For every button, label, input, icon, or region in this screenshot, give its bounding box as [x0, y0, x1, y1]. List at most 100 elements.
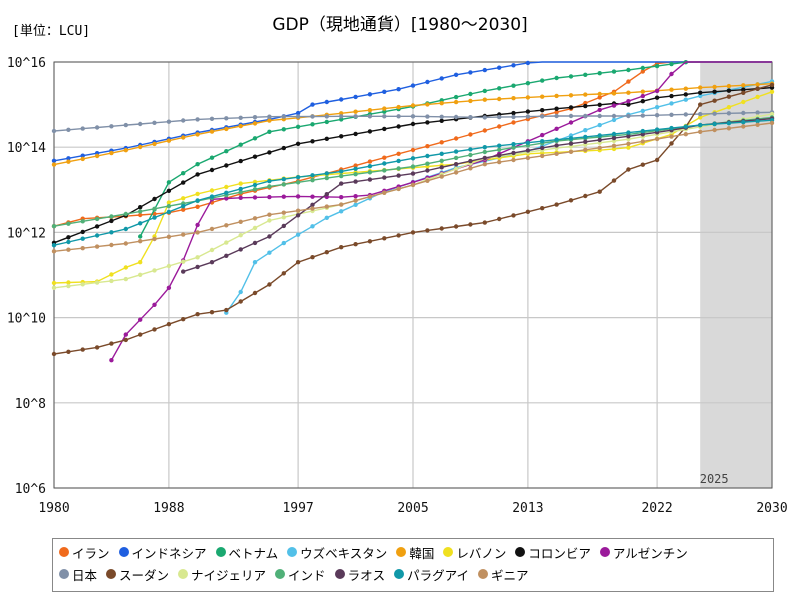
- data-point: [324, 171, 329, 176]
- data-point: [525, 209, 531, 214]
- data-point: [382, 89, 387, 95]
- data-point: [640, 69, 645, 74]
- data-point: [295, 124, 301, 129]
- legend-item: イラン: [59, 543, 110, 562]
- data-point: [741, 124, 746, 129]
- data-point: [166, 188, 172, 193]
- data-point: [525, 95, 531, 100]
- data-point: [396, 173, 401, 178]
- data-point: [554, 126, 559, 131]
- data-point: [741, 83, 746, 88]
- data-point: [712, 111, 717, 116]
- data-point: [497, 65, 502, 70]
- data-point: [209, 129, 215, 134]
- data-point: [698, 111, 703, 117]
- data-point: [698, 129, 703, 134]
- data-point: [166, 285, 172, 290]
- data-point: [51, 249, 57, 254]
- data-point: [640, 132, 645, 137]
- data-point: [94, 233, 100, 238]
- data-point: [626, 90, 631, 95]
- plot-border: [53, 61, 773, 489]
- data-point: [138, 121, 143, 127]
- data-point: [281, 240, 286, 246]
- data-point: [353, 242, 358, 247]
- data-point: [123, 211, 128, 217]
- data-point: [324, 136, 329, 141]
- data-point: [583, 147, 588, 152]
- unit-label: [単位：LCU]: [12, 23, 90, 39]
- legend: イラン インドネシア ベトナム ウズベキスタン 韓国 レバノン コロンビア アルゼンチン 日本 ス…: [52, 538, 774, 592]
- x-tick-label: 2022: [641, 501, 672, 516]
- data-point: [597, 145, 602, 150]
- data-point: [396, 151, 401, 156]
- legend-item: インドネシア: [118, 543, 207, 562]
- data-point: [138, 332, 143, 337]
- data-point: [181, 135, 186, 140]
- data-point: [410, 171, 416, 176]
- data-point: [654, 95, 660, 100]
- data-point: [80, 156, 85, 162]
- data-point: [195, 230, 200, 235]
- data-point: [540, 132, 545, 138]
- data-point: [238, 123, 243, 129]
- data-point: [51, 128, 57, 134]
- data-point: [698, 90, 703, 95]
- data-point: [252, 187, 258, 192]
- data-point: [66, 156, 71, 161]
- data-point: [439, 165, 444, 170]
- data-point: [109, 278, 114, 284]
- data-point: [252, 154, 258, 159]
- data-point: [568, 113, 574, 119]
- data-point: [741, 87, 746, 92]
- x-tick-label: 1997: [282, 501, 313, 516]
- data-point: [511, 157, 516, 163]
- legend-label: ベトナム: [228, 545, 279, 561]
- data-point: [252, 136, 258, 141]
- data-point: [741, 120, 746, 125]
- data-point: [453, 99, 459, 105]
- data-point: [152, 141, 157, 147]
- data-point: [554, 151, 559, 156]
- data-point: [152, 206, 157, 211]
- legend-label: インド: [288, 567, 326, 583]
- data-point: [726, 126, 732, 131]
- data-point: [698, 93, 703, 99]
- data-point: [525, 109, 531, 114]
- data-point: [295, 175, 301, 180]
- data-point: [769, 82, 775, 88]
- legend-label: インドネシア: [131, 545, 207, 561]
- data-point: [540, 78, 545, 83]
- legend-marker-icon: [443, 547, 454, 557]
- legend-label: 韓国: [409, 545, 435, 561]
- legend-item: ラオス: [334, 565, 385, 584]
- data-point: [181, 317, 186, 322]
- data-point: [482, 97, 487, 102]
- data-point: [453, 166, 459, 172]
- data-point: [138, 212, 143, 218]
- data-point: [123, 122, 128, 128]
- forecast-label: 2025: [700, 472, 729, 486]
- data-point: [209, 226, 215, 232]
- data-point: [640, 108, 645, 114]
- data-point: [339, 173, 344, 179]
- x-tick-label: 2005: [397, 501, 428, 516]
- data-point: [267, 212, 272, 217]
- data-point: [396, 233, 401, 238]
- data-point: [166, 138, 172, 143]
- data-point: [439, 226, 444, 231]
- data-point: [568, 93, 574, 98]
- data-point: [295, 232, 301, 237]
- data-point: [683, 97, 688, 102]
- data-point: [109, 124, 114, 129]
- data-point: [453, 94, 459, 100]
- data-point: [425, 178, 430, 183]
- data-point: [224, 307, 229, 313]
- data-point: [497, 124, 502, 129]
- data-point: [382, 109, 387, 114]
- data-point: [109, 242, 114, 248]
- data-point: [597, 91, 602, 97]
- data-point: [195, 198, 200, 203]
- legend-item: 韓国: [396, 543, 434, 562]
- data-point: [166, 263, 172, 269]
